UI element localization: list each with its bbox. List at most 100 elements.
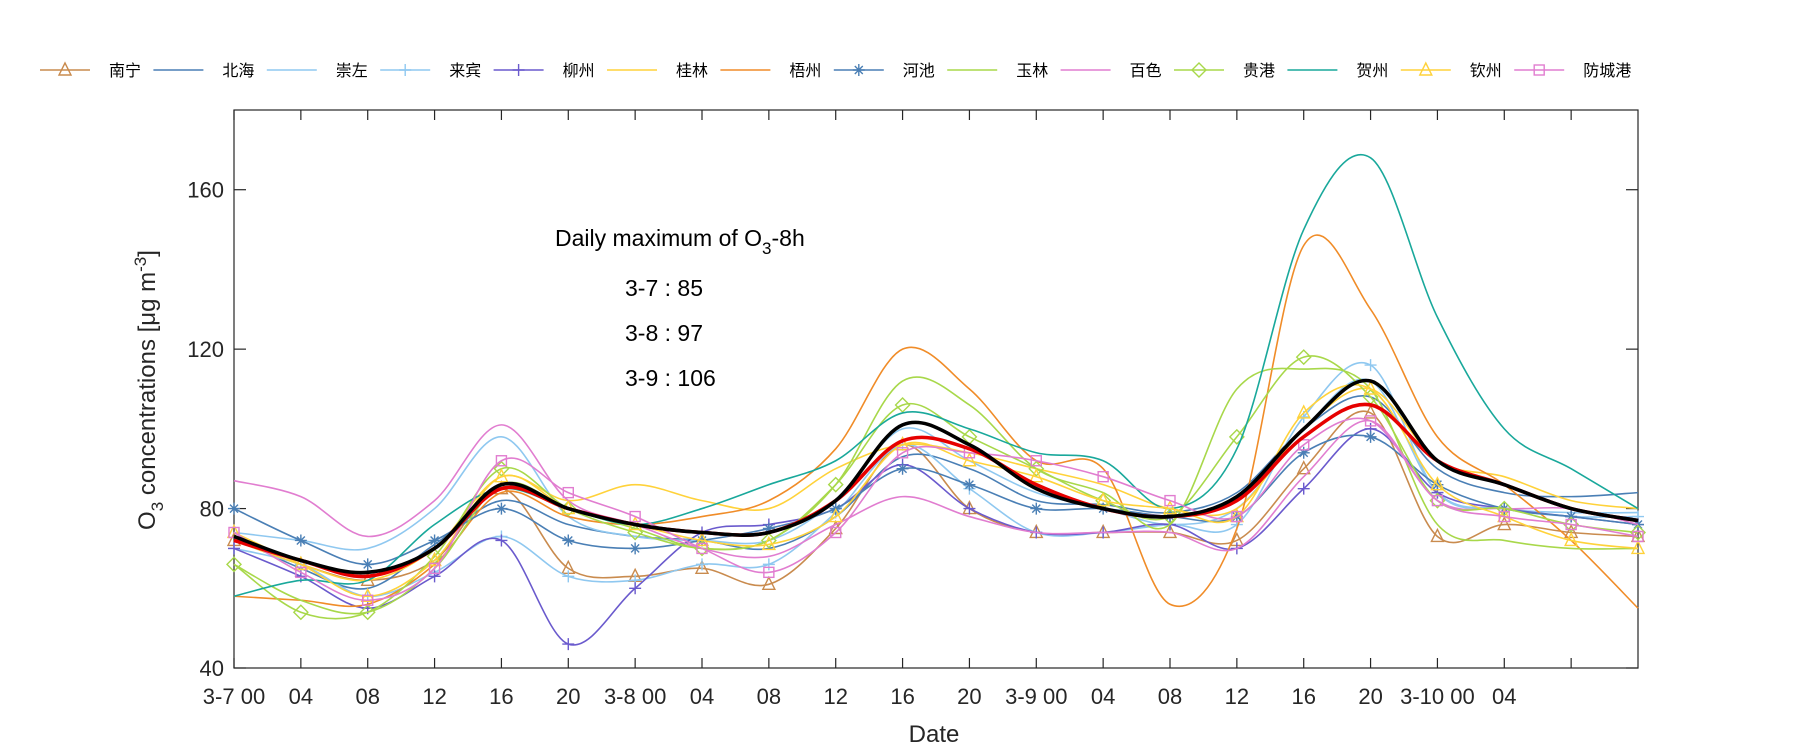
x-tick-label: 08 [355,684,379,709]
legend-label: 南宁 [109,61,141,80]
x-tick-label: 08 [757,684,781,709]
x-tick-label: 12 [1225,684,1249,709]
x-tick-label: 20 [556,684,580,709]
data-point [629,510,641,523]
data-point [428,570,441,583]
x-tick-label: 08 [1158,684,1182,709]
data-point [896,462,909,475]
data-point [1298,439,1310,451]
legend-item: 玉林 [947,61,1048,80]
legend-label: 玉林 [1016,61,1048,80]
x-tick-label: 20 [1358,684,1382,709]
legend-marker [512,64,525,76]
legend-item: 来宾 [380,61,481,80]
legend-marker [1533,64,1545,76]
legend-item: 河池 [833,61,935,80]
data-point [1164,494,1176,507]
data-point [1497,515,1512,531]
data-point [963,502,976,515]
data-point [1564,531,1579,547]
data-point [295,566,307,579]
legend-item: 崇左 [266,61,368,80]
data-point [562,534,575,547]
x-tick-label: 04 [690,684,714,709]
x-tick-label: 04 [1492,684,1516,709]
data-point [428,562,441,575]
data-point [830,526,842,539]
data-point [827,476,844,493]
series-百色 [233,420,1639,559]
legend-label: 桂林 [676,61,708,80]
data-point [562,638,575,651]
data-point [228,542,240,555]
data-point [562,570,575,583]
annotation-title: Daily maximum of O3-8h [555,225,805,258]
legend-label: 防城港 [1583,61,1631,80]
data-point [495,455,508,467]
data-point [1296,404,1311,419]
annotation-line-3: 3-9 : 106 [625,365,716,391]
legend-label: 贺州 [1356,61,1388,80]
data-point [293,555,308,571]
legend-item: 防城港 [1514,61,1631,80]
data-point [228,502,240,515]
data-point [1295,349,1312,366]
annotation-line-1: 3-7 : 85 [625,275,703,301]
data-point [292,604,309,621]
legend-label: 贵港 [1243,61,1275,80]
legend-label: 柳州 [563,61,595,80]
data-point [896,447,909,459]
data-point [694,531,710,547]
legend-label: 钦州 [1470,61,1502,80]
y-tick-label: 80 [200,497,224,522]
y-axis-label: O3 concentrations [μg m-3] [131,250,167,530]
data-point [361,558,374,571]
legend-item: 北海 [153,61,254,80]
x-tick-label: 3-7 00 [203,684,265,709]
x-tick-label: 04 [289,684,313,709]
data-point [1030,502,1043,515]
data-point [1231,510,1243,523]
series-line [233,355,1639,620]
data-point [1363,380,1378,395]
data-point [763,566,775,579]
data-point [1498,510,1510,523]
x-tick-label: 16 [1291,684,1315,709]
data-point [1097,470,1109,483]
legend-item: 南宁 [40,61,141,80]
y-tick-label: 160 [187,178,224,203]
tick-labels: 3-7 00 04 08 12 16 20 3-8 00 04 08 12 16 20 3-9 00 04… [187,178,1516,709]
x-tick-label: 20 [957,684,981,709]
data-point [1632,530,1644,543]
x-axis-label: Date [909,721,960,748]
data-point [1630,524,1646,541]
data-point [1364,359,1377,372]
data-point [1364,415,1377,427]
series-防城港 [228,415,1644,606]
data-point [762,522,775,535]
data-point [760,532,777,549]
series-line [233,420,1639,559]
legend-item: 贺州 [1287,61,1388,80]
plot-frame [233,109,1639,669]
data-point [1565,518,1577,531]
legend-item: 梧州 [720,61,821,80]
data-point [1029,468,1044,483]
data-point [226,556,242,573]
data-point [1564,523,1579,539]
data-point [1496,500,1513,517]
data-point [562,486,574,499]
x-tick-label: 3-10 00 [1400,684,1475,709]
data-point [495,534,508,547]
legend-marker [852,64,865,76]
x-tick-label: 12 [823,684,847,709]
data-point [696,558,708,571]
legend-item: 贵港 [1174,61,1275,80]
x-tick-label: 3-8 00 [604,684,666,709]
legend-item: 柳州 [493,61,595,80]
data-point [1030,455,1042,467]
annotation-line-2: 3-8 : 97 [625,320,703,346]
data-point [761,535,776,551]
series-line [233,417,1639,602]
legend-marker [1418,61,1433,76]
